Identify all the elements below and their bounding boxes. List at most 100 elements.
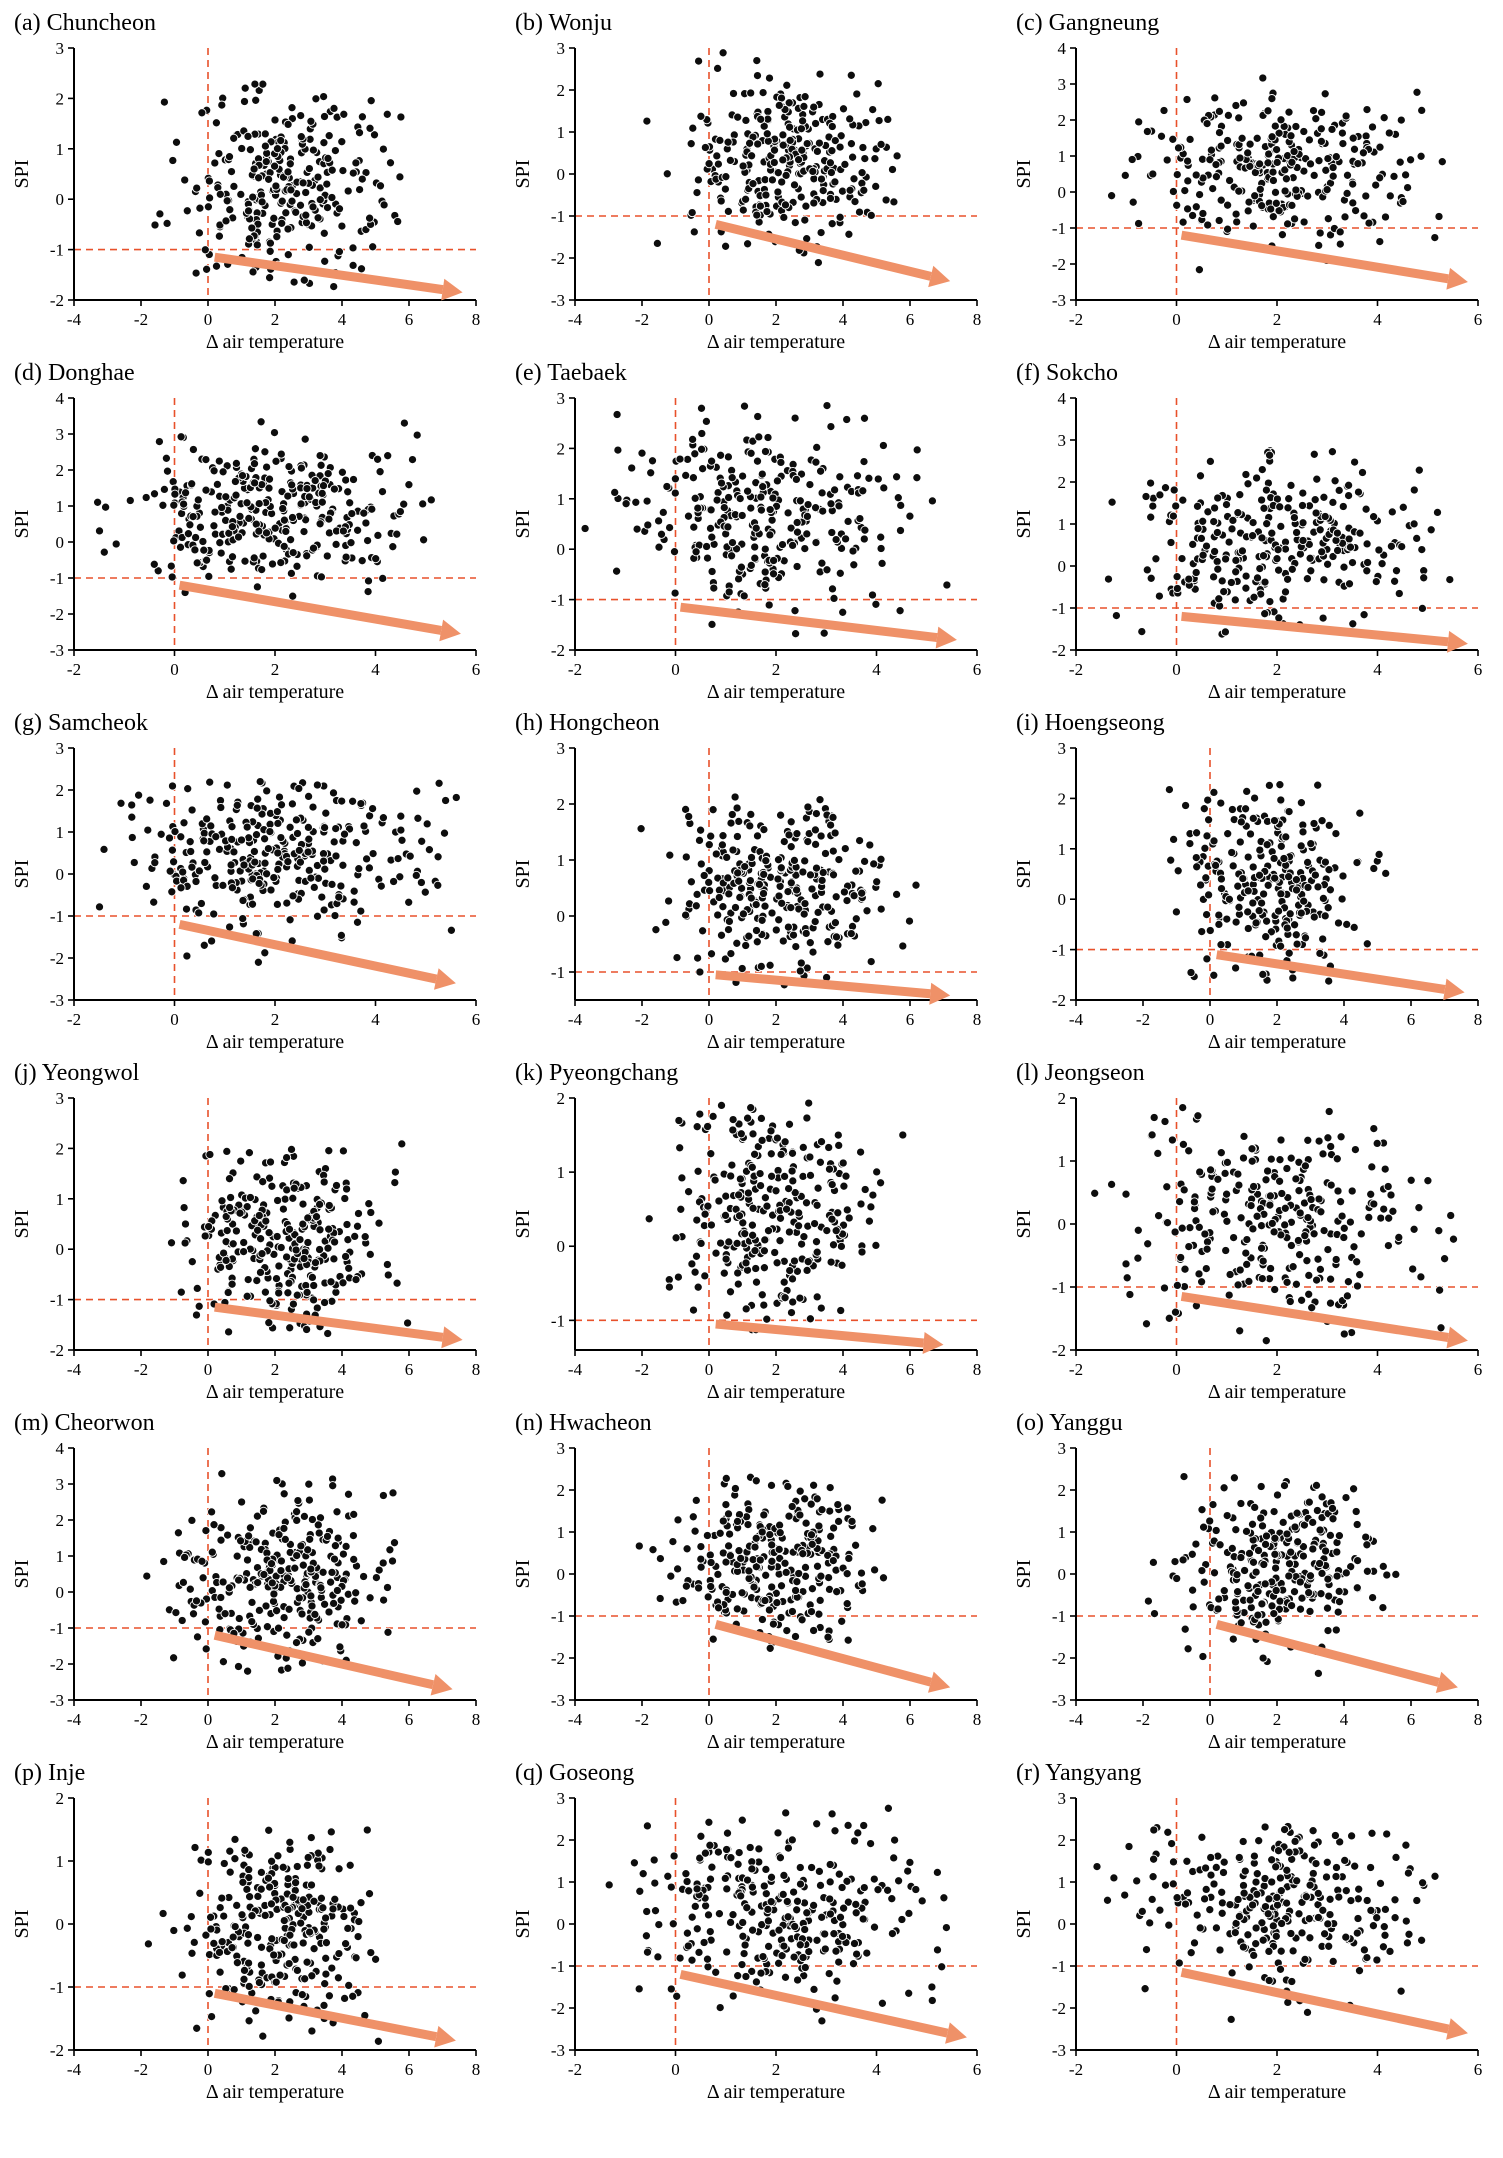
svg-text:2: 2 [1058, 111, 1067, 130]
svg-text:4: 4 [371, 1010, 380, 1029]
svg-text:6: 6 [973, 660, 982, 679]
svg-text:6: 6 [405, 1360, 414, 1379]
svg-text:1: 1 [557, 123, 566, 142]
chart-panel-hongcheon: (h) Hongcheon -4 -2 0 2 4 6 8 -1 0 1 2 3 Δ air tempe… [501, 704, 1002, 1054]
svg-text:SPI: SPI [1014, 860, 1035, 889]
svg-text:8: 8 [973, 1360, 982, 1379]
svg-text:-2: -2 [67, 1010, 81, 1029]
svg-text:3: 3 [56, 739, 65, 758]
svg-text:1: 1 [1058, 840, 1067, 859]
svg-text:2: 2 [772, 1010, 781, 1029]
svg-text:2: 2 [56, 781, 65, 800]
svg-text:-2: -2 [50, 605, 64, 624]
svg-text:Δ air temperature: Δ air temperature [707, 1731, 845, 1753]
scatter-plot: -4 -2 0 2 4 6 8 -3 -2 -1 0 1 2 3 Δ air temperature SPI [513, 1439, 982, 1753]
svg-text:6: 6 [1474, 310, 1483, 329]
svg-text:-4: -4 [67, 1710, 82, 1729]
svg-text:4: 4 [1373, 1360, 1382, 1379]
svg-text:4: 4 [839, 310, 848, 329]
svg-text:-1: -1 [50, 1291, 64, 1310]
chart-panel-samcheok: (g) Samcheok -2 0 2 4 6 -3 -2 -1 0 1 2 3 Δ air tempe… [0, 704, 501, 1054]
svg-text:0: 0 [1206, 1710, 1215, 1729]
svg-text:2: 2 [56, 461, 65, 480]
svg-text:0: 0 [170, 660, 179, 679]
svg-text:3: 3 [1058, 739, 1067, 758]
svg-text:1: 1 [56, 1547, 65, 1566]
svg-text:0: 0 [204, 1360, 213, 1379]
chart-panel-wonju: (b) Wonju -4 -2 0 2 4 6 8 -3 -2 -1 0 1 2 3 Δ air tempe… [501, 4, 1002, 354]
svg-text:6: 6 [906, 1360, 915, 1379]
panel-title: (d) Donghae [14, 360, 135, 386]
svg-text:-2: -2 [50, 1341, 64, 1360]
svg-text:2: 2 [772, 310, 781, 329]
chart-panel-inje: (p) Inje -4 -2 0 2 4 6 8 -2 -1 0 1 2 Δ air temperatu… [0, 1754, 501, 2104]
svg-text:4: 4 [839, 1710, 848, 1729]
svg-text:2: 2 [557, 439, 566, 458]
svg-text:SPI: SPI [12, 860, 33, 889]
svg-text:2: 2 [1058, 1089, 1067, 1108]
svg-text:6: 6 [1407, 1710, 1416, 1729]
svg-text:0: 0 [1058, 183, 1067, 202]
svg-text:2: 2 [271, 660, 280, 679]
svg-text:0: 0 [705, 1010, 714, 1029]
svg-text:-1: -1 [1052, 599, 1066, 618]
svg-text:SPI: SPI [513, 160, 534, 189]
svg-text:4: 4 [338, 1360, 347, 1379]
svg-text:3: 3 [557, 1439, 566, 1458]
svg-text:-4: -4 [568, 1710, 583, 1729]
svg-text:4: 4 [839, 1010, 848, 1029]
svg-text:0: 0 [705, 310, 714, 329]
svg-text:-2: -2 [635, 1710, 649, 1729]
figure-grid: (a) Chuncheon -4 -2 0 2 4 6 8 -2 -1 0 1 2 3 Δ air tem… [0, 4, 1503, 2104]
svg-text:2: 2 [271, 1010, 280, 1029]
svg-text:4: 4 [56, 389, 65, 408]
svg-text:SPI: SPI [12, 160, 33, 189]
svg-text:0: 0 [705, 1360, 714, 1379]
svg-text:0: 0 [557, 165, 566, 184]
chart-panel-gangneung: (c) Gangneung -2 0 2 4 6 -3 -2 -1 0 1 2 3 4 Δ air tem… [1002, 4, 1503, 354]
svg-text:6: 6 [405, 1710, 414, 1729]
panel-title: (j) Yeongwol [14, 1060, 140, 1086]
svg-text:2: 2 [271, 1710, 280, 1729]
svg-text:3: 3 [56, 1089, 65, 1108]
svg-text:-2: -2 [1052, 255, 1066, 274]
svg-text:8: 8 [973, 1710, 982, 1729]
svg-text:3: 3 [557, 739, 566, 758]
svg-text:-1: -1 [551, 1311, 565, 1330]
svg-text:8: 8 [472, 310, 481, 329]
svg-text:4: 4 [1373, 310, 1382, 329]
svg-text:4: 4 [338, 1710, 347, 1729]
chart-panel-yeongwol: (j) Yeongwol -4 -2 0 2 4 6 8 -2 -1 0 1 2 3 Δ air temp… [0, 1054, 501, 1404]
svg-text:0: 0 [204, 1710, 213, 1729]
svg-text:2: 2 [557, 1089, 566, 1108]
svg-text:-2: -2 [134, 1710, 148, 1729]
panel-title: (m) Cheorwon [14, 1410, 155, 1436]
svg-text:0: 0 [170, 1010, 179, 1029]
svg-text:-4: -4 [568, 310, 583, 329]
chart-panel-yangyang: (r) Yangyang -2 0 2 4 6 -3 -2 -1 0 1 2 3 Δ air tempe… [1002, 1754, 1503, 2104]
svg-text:8: 8 [472, 1360, 481, 1379]
svg-text:3: 3 [56, 425, 65, 444]
svg-text:2: 2 [1273, 1360, 1282, 1379]
svg-text:Δ air temperature: Δ air temperature [206, 1731, 344, 1753]
svg-text:-4: -4 [1069, 1710, 1084, 1729]
svg-text:2: 2 [557, 81, 566, 100]
svg-text:-2: -2 [50, 1655, 64, 1674]
svg-text:SPI: SPI [12, 1560, 33, 1589]
svg-text:-4: -4 [1069, 1010, 1084, 1029]
svg-text:0: 0 [557, 907, 566, 926]
svg-text:3: 3 [557, 389, 566, 408]
scatter-plot: -4 -2 0 2 4 6 8 -3 -2 -1 0 1 2 3 4 Δ air temperature SPI [12, 1439, 480, 1753]
svg-text:6: 6 [906, 1710, 915, 1729]
svg-text:2: 2 [271, 1360, 280, 1379]
svg-text:-2: -2 [1069, 660, 1083, 679]
svg-text:6: 6 [1474, 1360, 1483, 1379]
chart-panel-pyeongchang: (k) Pyeongchang -4 -2 0 2 4 6 8 -1 0 1 2 Δ air temp… [501, 1054, 1002, 1404]
svg-text:2: 2 [1273, 660, 1282, 679]
svg-text:0: 0 [705, 1710, 714, 1729]
